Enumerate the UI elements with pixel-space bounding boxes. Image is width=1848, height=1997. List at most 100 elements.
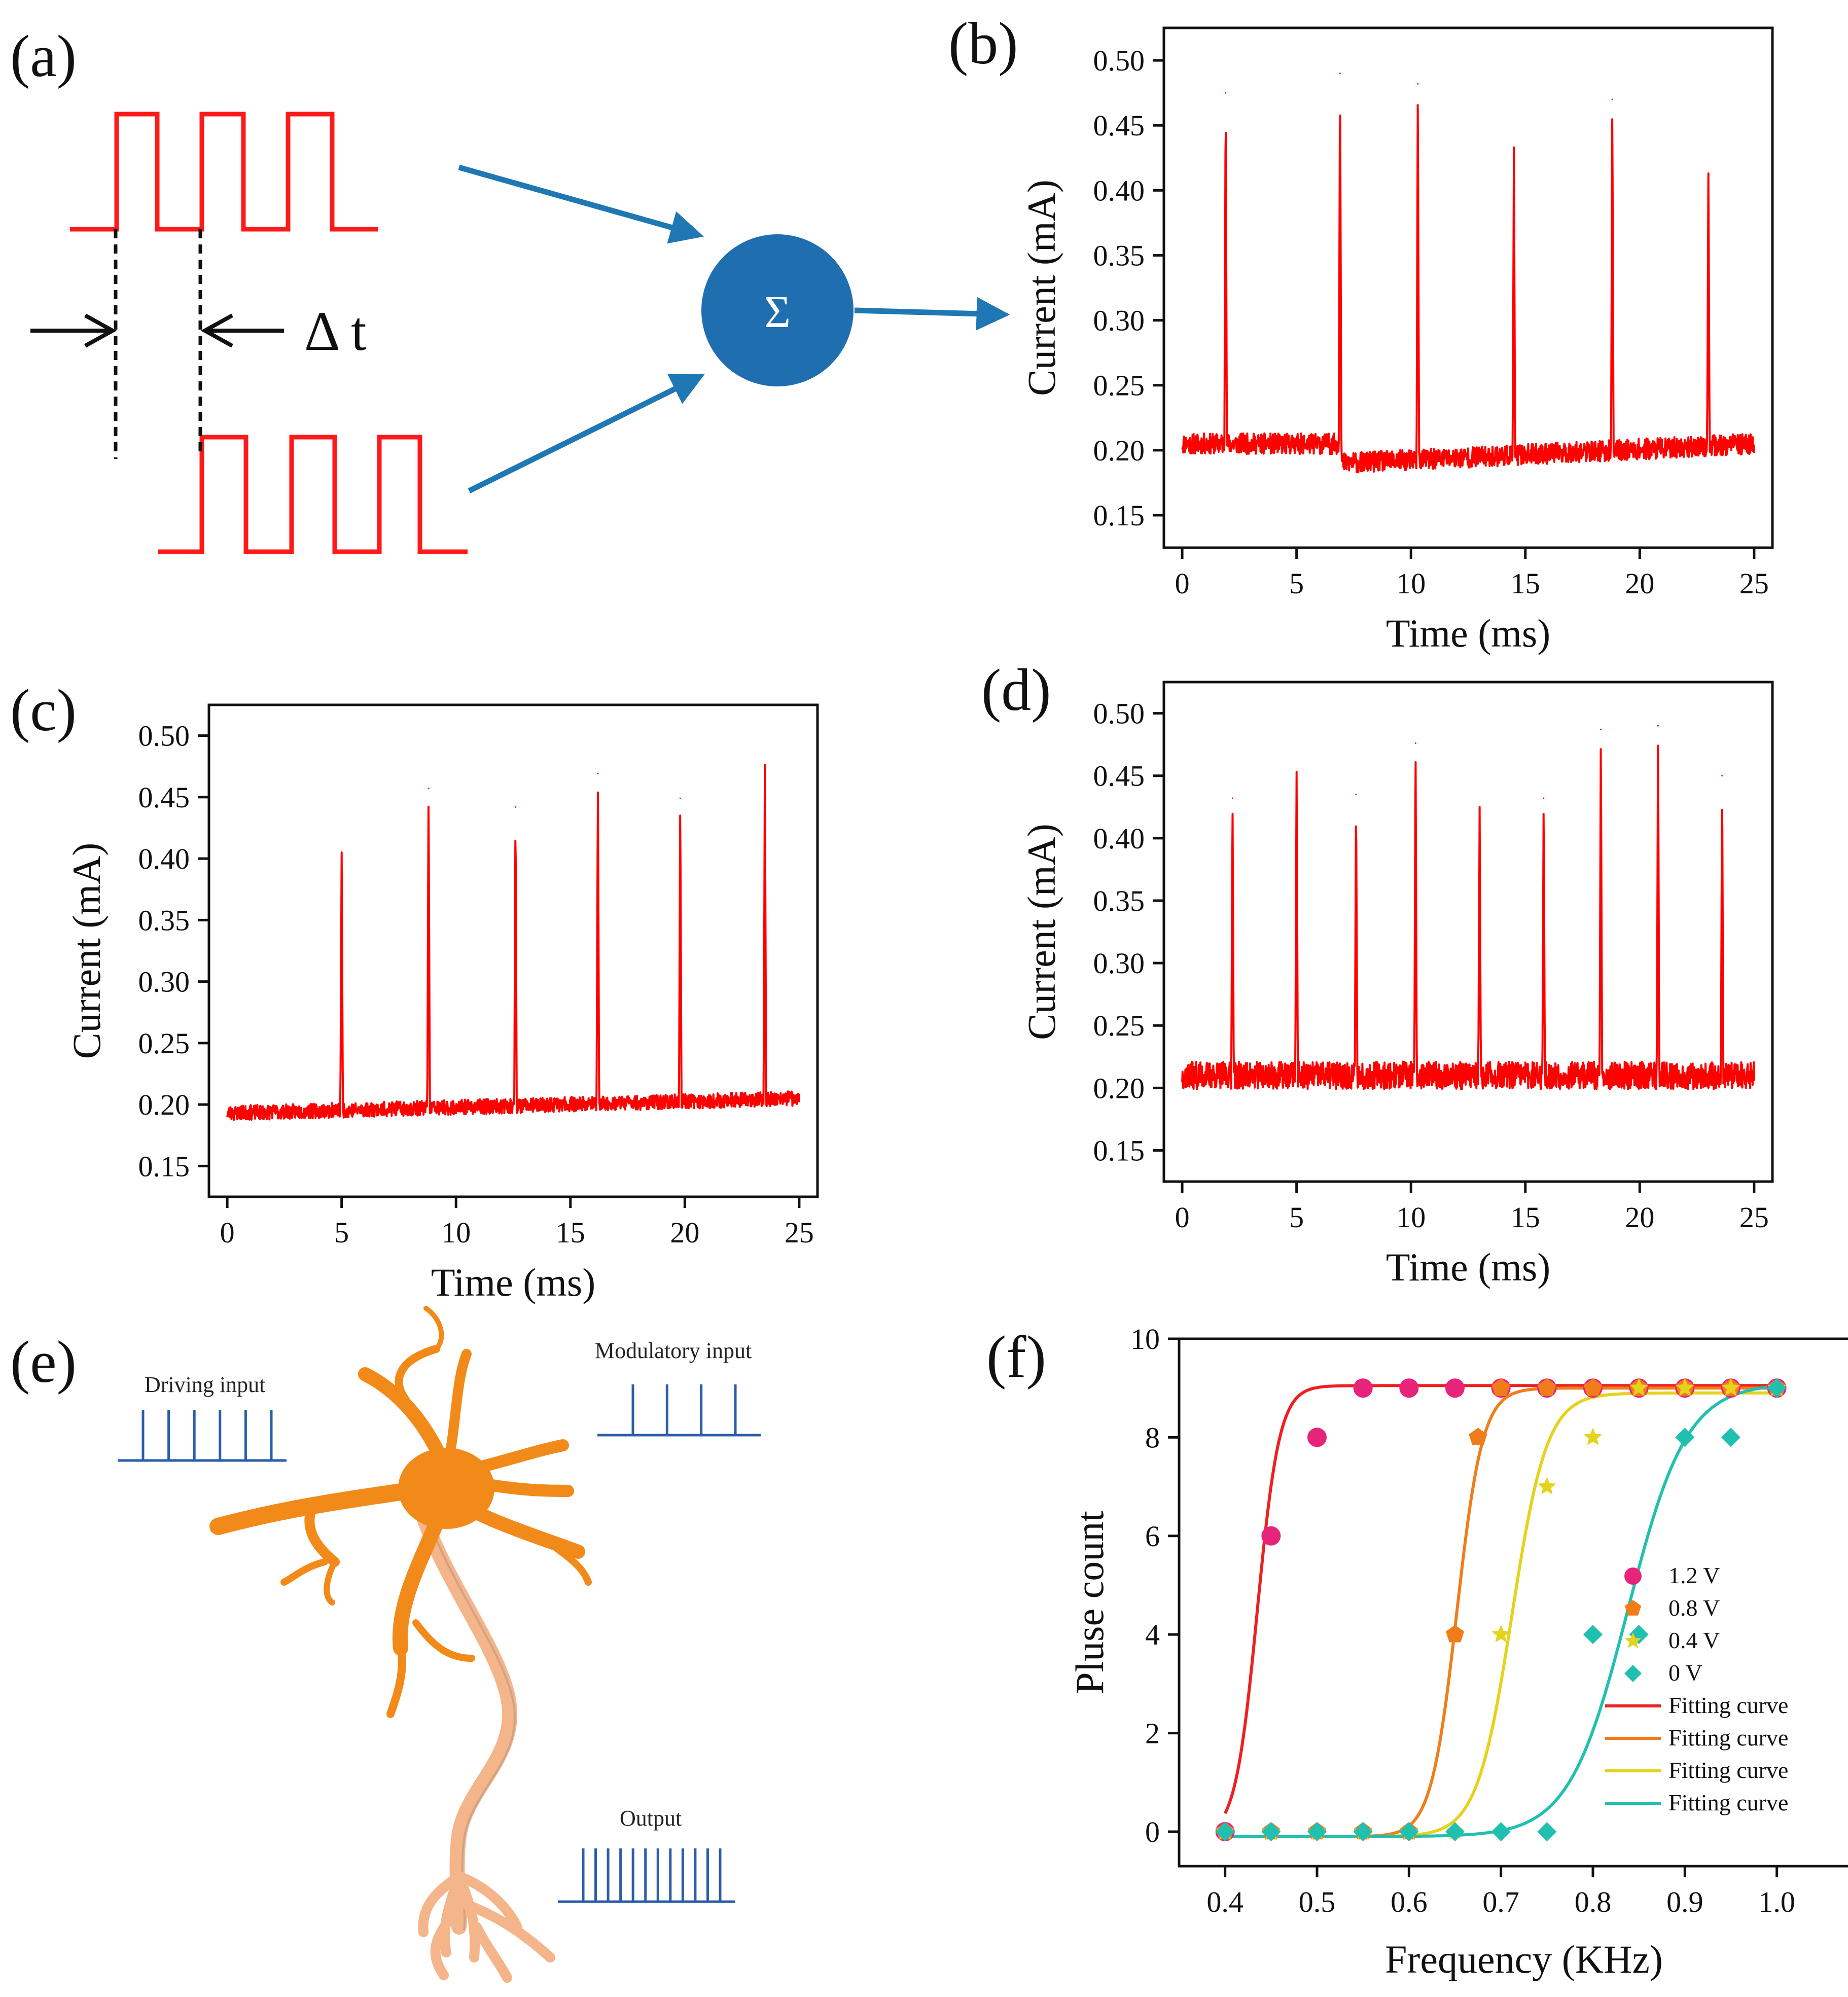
driving-input-label: Driving input: [145, 1372, 265, 1397]
spike-peak: [679, 797, 681, 799]
y-tick-label: 4: [1145, 1618, 1160, 1651]
legend-marker: [1624, 1567, 1642, 1585]
y-tick-label: 0.15: [138, 1150, 190, 1183]
data-point: [1261, 1526, 1281, 1546]
panel-f-label: (f): [986, 1324, 1046, 1390]
neuron-illustration: [209, 1306, 592, 1983]
chart-f: (f) 0.40.50.60.70.80.91.01.10246810Frequ…: [986, 1323, 1848, 1981]
y-tick-label: 0.20: [1093, 434, 1145, 467]
panel-d-label: (d): [981, 657, 1051, 723]
spike-peak: [1339, 73, 1341, 75]
data-point: [1629, 1378, 1648, 1396]
panel-a: (a) Δ t Σ: [10, 23, 1010, 554]
x-tick-label: 0.8: [1575, 1885, 1612, 1918]
spike-peak: [1513, 147, 1515, 149]
x-axis-label: Frequency (KHz): [1385, 1937, 1663, 1981]
data-point: [1445, 1625, 1465, 1643]
x-tick-label: 10: [1396, 1201, 1426, 1234]
x-tick-label: 25: [1739, 1201, 1769, 1234]
legend-label: Fitting curve: [1668, 1790, 1788, 1815]
x-tick-label: 5: [1289, 567, 1304, 600]
y-tick-label: 0.25: [138, 1027, 190, 1060]
data-point: [1353, 1822, 1373, 1841]
input-arrow-bottom: [468, 374, 705, 493]
data-point: [1767, 1378, 1787, 1398]
spike-peak: [1708, 172, 1710, 174]
spike-peak: [1231, 797, 1233, 799]
spike-peak: [1479, 806, 1481, 808]
y-axis-label: Current (mA): [1019, 180, 1063, 396]
y-tick-label: 0.40: [1093, 174, 1145, 207]
x-tick-label: 0.9: [1666, 1885, 1703, 1918]
y-tick-label: 0.20: [1093, 1072, 1145, 1104]
driving-spike-train: [118, 1410, 287, 1462]
y-tick-label: 10: [1130, 1323, 1160, 1356]
x-tick-label: 0: [220, 1216, 235, 1249]
y-tick-label: 0.20: [138, 1088, 190, 1121]
y-tick-label: 0.35: [1093, 239, 1145, 272]
data-point: [1491, 1822, 1511, 1841]
data-point: [1445, 1822, 1465, 1841]
delta-arrow-right: [200, 313, 284, 348]
data-point: [1469, 1428, 1487, 1445]
y-tick-label: 0.50: [1093, 697, 1145, 730]
legend-marker: [1624, 1600, 1642, 1616]
y-tick-label: 0.40: [1093, 822, 1145, 855]
x-tick-label: 5: [334, 1216, 349, 1249]
x-tick-label: 15: [1511, 567, 1540, 600]
spike-peak: [428, 788, 430, 790]
data-point: [1721, 1378, 1740, 1396]
x-tick-label: 25: [1739, 567, 1769, 600]
spike-peak: [515, 806, 517, 808]
data-point: [1445, 1378, 1465, 1398]
neuron-dendrites: [209, 1306, 592, 1718]
output-arrow: [854, 297, 1010, 331]
plot-frame: [1162, 681, 1774, 1183]
x-tick-label: 15: [1511, 1201, 1540, 1234]
summation-symbol: Σ: [764, 287, 791, 337]
modulatory-spike-train: [597, 1384, 761, 1437]
spike-peak: [1414, 742, 1416, 744]
plot-frame: [1178, 1337, 1848, 1868]
spike-peak: [1225, 92, 1227, 94]
spike-peak: [1657, 725, 1659, 727]
data-point: [1537, 1822, 1557, 1841]
y-tick-label: 0.45: [1093, 760, 1145, 793]
spike-peak: [1611, 98, 1613, 100]
spike-peak: [1543, 797, 1545, 799]
y-tick-label: 0.15: [1093, 499, 1145, 532]
legend-marker: [1624, 1665, 1642, 1682]
spike-peak: [1355, 794, 1357, 796]
x-tick-label: 15: [556, 1216, 585, 1249]
legend-label: 0 V: [1668, 1660, 1702, 1686]
panel-c-label: (c): [10, 677, 77, 743]
data-point: [1399, 1378, 1419, 1398]
x-tick-label: 5: [1289, 1201, 1304, 1234]
y-tick-label: 0.15: [1093, 1134, 1145, 1167]
data-point: [1353, 1378, 1373, 1398]
x-tick-label: 0.4: [1206, 1885, 1243, 1918]
plot-frame: [207, 703, 819, 1198]
chart-d: (d) 0 5 10 15 20 25 0.15 0.20 0.25 0.30 0.35 0.40 0.…: [981, 657, 1774, 1289]
panel-e-label: (e): [10, 1329, 77, 1395]
legend-label: Fitting curve: [1668, 1757, 1788, 1783]
legend-label: Fitting curve: [1668, 1692, 1788, 1718]
y-tick-label: 0.50: [138, 720, 190, 753]
chart-c: (c) 0 5 10 15 20 25 0.15 0.20 0.25 0.30 0.35 0.40 0.…: [10, 677, 819, 1304]
x-tick-label: 20: [1625, 567, 1654, 600]
data-point: [1583, 1625, 1603, 1645]
bottom-pulse-train: [158, 435, 468, 554]
delta-t-label: Δ t: [304, 300, 367, 362]
output-label: Output: [620, 1806, 682, 1831]
summation-node: [701, 234, 854, 386]
neuron-axon: [416, 1509, 518, 1935]
y-tick-label: 0.45: [138, 781, 190, 814]
data-point: [1583, 1378, 1603, 1396]
current-trace: [226, 764, 800, 1121]
x-tick-label: 0: [1175, 567, 1190, 600]
spike-peak: [1417, 83, 1419, 85]
legend-marker: [1624, 1632, 1642, 1648]
y-tick-label: 0.30: [1093, 304, 1145, 337]
x-axis-label: Time (ms): [1386, 611, 1550, 655]
x-tick-label: 20: [1625, 1201, 1654, 1234]
